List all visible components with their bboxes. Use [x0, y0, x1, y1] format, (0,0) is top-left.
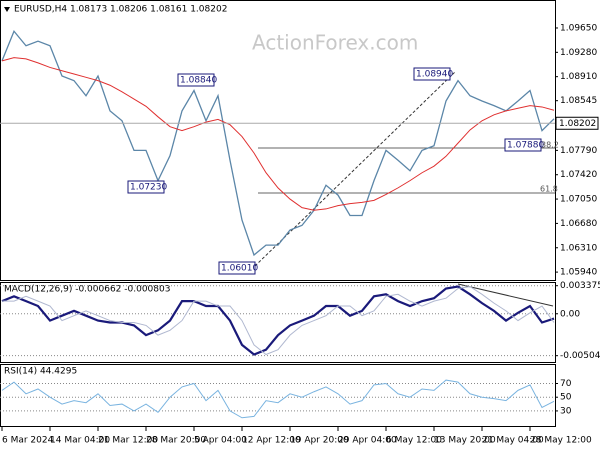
trend-line — [254, 71, 456, 267]
annotation-box — [177, 73, 215, 87]
last-price-box — [555, 116, 599, 130]
y-tick-label: 0.003375 — [560, 281, 600, 291]
y-tick-label: 1.05940 — [560, 268, 597, 278]
y-tick-label: 1.09650 — [560, 23, 597, 33]
y-tick-label: 1.09280 — [560, 48, 597, 58]
macd-panel — [0, 282, 556, 363]
y-tick-label: 1.07050 — [560, 195, 597, 205]
y-tick-label: 1.08910 — [560, 72, 597, 82]
y-tick-label: 1.06310 — [560, 243, 597, 253]
annotation-box — [504, 138, 542, 152]
rsi-title: RSI(14) 44.4295 — [4, 367, 77, 377]
y-tick-label: 70 — [560, 379, 572, 389]
y-tick-label: -0.00504 — [560, 351, 600, 361]
annotation: 1.07880 — [507, 141, 544, 151]
annotation: 1.07230 — [130, 183, 167, 193]
x-tick-label: 19 Apr 20:00 — [290, 436, 349, 446]
x-tick-label: 21 May 04:00 — [482, 436, 544, 446]
symbol-arrow — [4, 7, 10, 12]
annotation-box — [413, 67, 451, 81]
watermark: ActionForex.com — [252, 31, 418, 55]
series-line — [2, 286, 555, 356]
y-tick-label: 0.00 — [560, 309, 580, 319]
x-tick-label: 29 Apr 04:00 — [338, 436, 397, 446]
x-tick-label: 5 Apr 04:00 — [194, 436, 247, 446]
annotation-box — [218, 261, 256, 275]
series-line — [1, 57, 555, 211]
x-tick-label: 28 May 12:00 — [530, 436, 592, 446]
x-tick-label: 28 Mar 20:00 — [146, 436, 206, 446]
annotation: 1.06010 — [221, 264, 258, 274]
macd-trend-line — [457, 283, 554, 307]
annotation-box — [127, 180, 165, 194]
x-tick-label: 6 Mar 2024 — [2, 436, 54, 446]
last-price-label: 1.08202 — [559, 119, 596, 129]
y-tick-label: 50 — [560, 393, 572, 403]
series-line — [1, 379, 555, 419]
y-tick-label: 1.06680 — [560, 219, 597, 229]
chart-title: EURUSD,H4 1.08173 1.08206 1.08161 1.0820… — [14, 5, 227, 15]
y-tick-label: 30 — [560, 406, 572, 416]
x-tick-label: 12 Apr 12:00 — [242, 436, 301, 446]
y-tick-label: 1.08545 — [560, 96, 597, 106]
macd-title: MACD(12,26,9) -0.000662 -0.000803 — [4, 285, 170, 295]
x-tick-label: 21 Mar 12:00 — [98, 436, 158, 446]
rsi-panel — [0, 364, 556, 427]
series-line — [1, 30, 555, 257]
x-tick-label: 14 Mar 04:00 — [50, 436, 110, 446]
annotation: 1.08840 — [180, 76, 217, 86]
series-line — [1, 285, 555, 356]
x-tick-label: 6 May 12:00 — [386, 436, 442, 446]
annotation: 38.2 — [541, 141, 559, 150]
main-panel — [0, 0, 556, 281]
annotation: 1.08940 — [416, 70, 453, 80]
y-tick-label: 1.07420 — [560, 170, 597, 180]
annotation: 61.8 — [540, 185, 558, 194]
y-tick-label: 1.07790 — [560, 146, 597, 156]
x-tick-label: 13 May 20:00 — [434, 436, 496, 446]
